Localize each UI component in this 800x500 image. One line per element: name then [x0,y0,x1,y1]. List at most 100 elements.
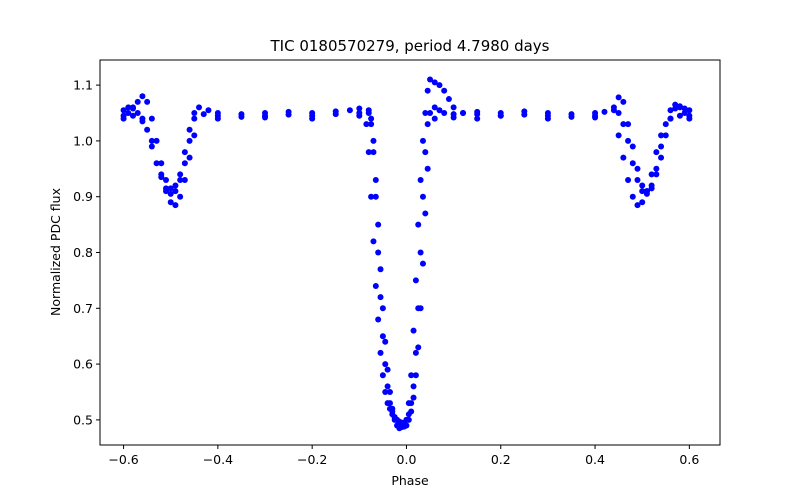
data-point [196,104,203,111]
data-point [365,110,372,117]
data-point [356,112,363,119]
data-point [639,199,646,206]
data-point [382,338,389,345]
data-point [372,176,379,183]
data-point [639,188,646,195]
y-axis: 0.5 0.6 0.7 0.8 0.9 1.0 1.1 [73,78,100,427]
data-point [629,193,636,200]
data-point [148,137,155,144]
data-point [375,249,382,256]
data-point [172,188,179,195]
data-point [181,149,188,156]
data-point [424,87,431,94]
data-point [177,171,184,178]
data-point [615,132,622,139]
data-point [474,111,481,118]
data-point [382,361,389,368]
data-point [592,114,599,121]
data-point [167,185,174,192]
data-point [130,104,136,111]
data-point [372,282,379,289]
data-point [431,115,438,122]
data-point [424,121,431,128]
data-point [370,238,377,245]
data-point [120,115,127,122]
data-point [676,112,683,119]
data-point [384,400,391,407]
data-point [422,110,429,117]
data-point [375,316,382,323]
x-tick-label: 0.4 [585,452,605,467]
y-tick-label: 0.6 [73,357,93,372]
data-point [384,383,391,390]
data-point [144,126,151,133]
data-point [544,115,551,122]
data-point [648,171,655,178]
data-point [120,107,127,114]
x-axis-label: Phase [391,473,429,488]
x-tick-label: −0.2 [297,452,327,467]
data-point [412,277,419,284]
data-point [386,388,393,395]
data-point [422,210,429,217]
data-point [686,115,693,122]
data-point [441,87,448,94]
data-point [643,188,650,195]
x-tick-label: 0.2 [491,452,511,467]
data-point [139,118,146,125]
data-point [177,193,184,200]
data-point [419,260,426,267]
data-point [658,154,665,161]
data-point [375,221,382,228]
data-point [379,372,386,379]
data-point [676,104,683,111]
data-point [125,110,132,117]
data-point [667,107,674,114]
data-point [368,115,375,122]
data-point [634,176,641,183]
data-point [144,98,151,105]
x-tick-label: 0.0 [397,452,417,467]
data-point [629,143,636,150]
data-point [615,110,622,117]
data-point [205,107,212,114]
data-point [191,115,198,122]
data-point [408,372,415,379]
data-point [148,143,155,150]
data-point [181,160,188,167]
data-point [153,160,160,167]
data-point [163,188,170,195]
data-point [634,202,641,209]
data-point [625,121,632,128]
data-point [405,400,412,407]
data-point [415,221,422,228]
data-point [410,327,417,334]
data-point [262,114,269,121]
data-point [403,422,410,429]
data-point [460,110,467,117]
y-tick-label: 0.9 [73,189,93,204]
data-point [474,115,481,122]
data-point [658,132,665,139]
data-point [417,176,424,183]
data-point [134,110,141,117]
data-point [214,115,221,122]
x-axis: −0.6 −0.4 −0.2 0.0 0.2 0.4 0.6 [108,445,699,467]
data-point [634,165,641,172]
data-point [436,82,443,89]
data-point [181,176,188,183]
data-point [167,190,174,197]
data-point [377,266,384,273]
data-point [417,305,424,312]
data-point [686,107,693,114]
data-point [346,107,353,114]
data-point [415,344,422,351]
data-point [139,93,146,100]
data-point [370,149,377,156]
x-tick-label: 0.6 [679,452,699,467]
x-tick-label: −0.4 [203,452,233,467]
data-point [662,121,669,128]
flux-series-2 [120,112,693,430]
data-point [667,115,674,122]
